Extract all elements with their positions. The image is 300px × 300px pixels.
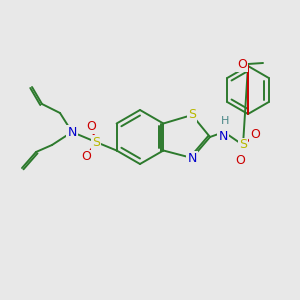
Text: O: O	[237, 58, 247, 70]
Text: S: S	[188, 109, 196, 122]
Text: S: S	[92, 136, 100, 148]
Text: H: H	[221, 116, 229, 126]
Text: O: O	[235, 154, 245, 166]
Text: O: O	[250, 128, 260, 142]
Text: N: N	[187, 152, 197, 164]
Text: N: N	[218, 130, 228, 142]
Text: O: O	[86, 119, 96, 133]
Text: O: O	[81, 151, 91, 164]
Text: S: S	[239, 139, 247, 152]
Text: N: N	[67, 125, 77, 139]
